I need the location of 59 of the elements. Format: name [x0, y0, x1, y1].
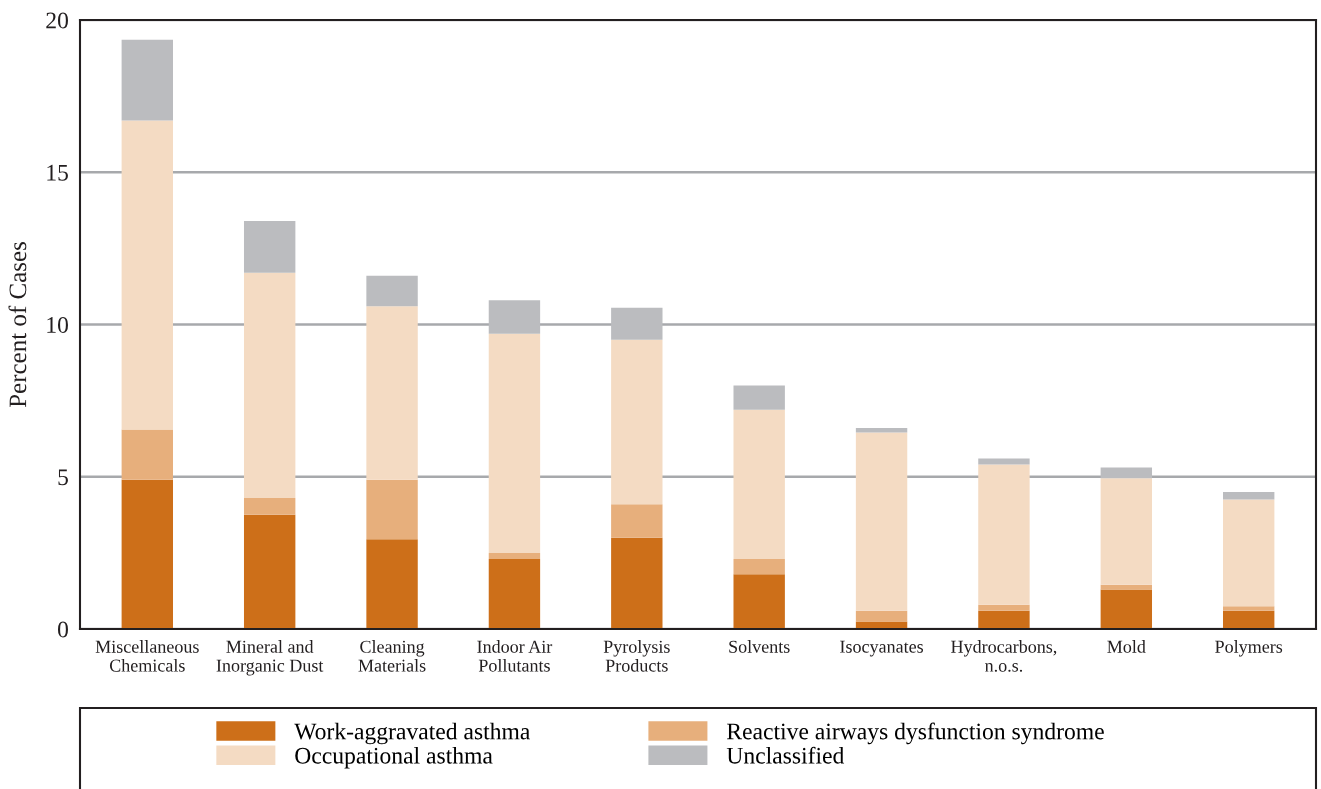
bar [121, 39, 174, 121]
bar [121, 479, 174, 629]
x-tick-label: Indoor Air Pollutants [477, 640, 553, 672]
bar [488, 333, 541, 553]
x-tick-label: Mineral and Inorganic Dust [216, 640, 324, 676]
bar [1222, 499, 1275, 607]
bar [733, 574, 785, 629]
legend-label: Reactive airways dysfunction syndrome [726, 722, 1104, 745]
bar [488, 558, 541, 629]
bar [243, 514, 296, 629]
bar [243, 220, 296, 273]
x-tick-label: Isocyanates [840, 640, 924, 657]
bar [1222, 610, 1275, 629]
y-axis-title: Percent of Cases [8, 242, 27, 408]
bar [733, 409, 785, 559]
x-tick-label: Pyrolysis Products [603, 640, 670, 672]
x-tick-label: Mold [1107, 640, 1146, 653]
y-tick-label: 10 [47, 316, 68, 333]
legend-label: Work-aggravated asthma [294, 722, 531, 745]
bar [243, 498, 296, 515]
bar [978, 604, 1030, 611]
bar [855, 621, 908, 629]
bar [611, 504, 663, 538]
bar [855, 432, 908, 611]
bar [366, 306, 418, 480]
bar [1222, 491, 1275, 500]
bar [611, 339, 663, 505]
bar [366, 479, 418, 540]
bar [978, 458, 1030, 465]
bar [855, 610, 908, 622]
bar [488, 300, 541, 334]
bar [1100, 467, 1153, 479]
y-tick-label: 0 [57, 621, 68, 638]
x-tick-label: Miscellaneous Chemicals [95, 640, 199, 672]
bar [1100, 589, 1153, 629]
bar [611, 537, 663, 629]
bar [121, 120, 174, 430]
bar [366, 539, 418, 629]
y-tick-label: 20 [46, 12, 68, 29]
bar [121, 429, 174, 480]
bar [978, 464, 1030, 605]
x-tick-label: Polymers [1215, 640, 1283, 657]
bar [1100, 478, 1153, 585]
y-tick-label: 5 [58, 469, 68, 486]
bar [366, 275, 418, 307]
bar [733, 558, 785, 575]
bar [855, 428, 908, 433]
y-tick-label: 15 [47, 164, 68, 181]
legend-label: Unclassified [726, 746, 845, 764]
bar [978, 610, 1030, 629]
x-tick-label: Hydrocarbons, n.o.s. [951, 640, 1057, 672]
x-tick-label: Cleaning Materials [358, 640, 426, 672]
bar [611, 307, 663, 340]
bar [733, 385, 785, 410]
bar [243, 272, 296, 499]
legend-label: Occupational asthma [295, 747, 493, 769]
x-tick-label: Solvents [729, 640, 790, 653]
bar [1222, 606, 1275, 611]
bar [488, 552, 541, 559]
